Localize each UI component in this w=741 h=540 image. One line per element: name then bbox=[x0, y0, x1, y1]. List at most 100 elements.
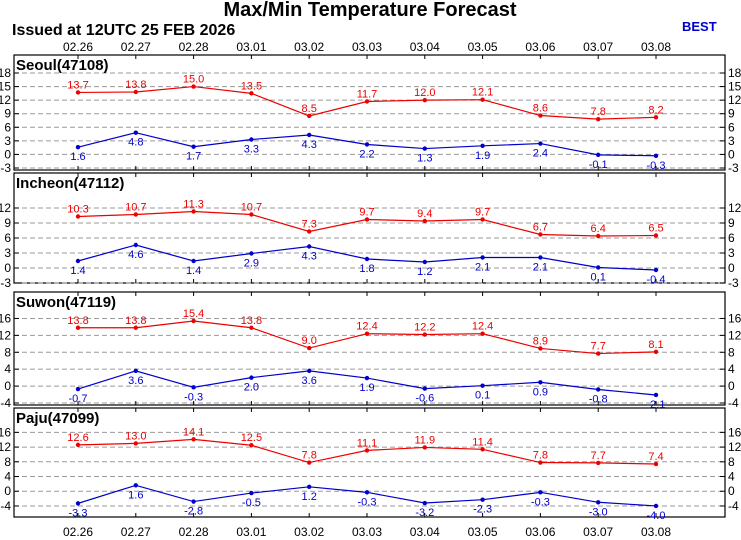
y-tick-label: 4 bbox=[728, 362, 735, 376]
min-temp-point bbox=[75, 501, 81, 506]
max-temp-data-label: 7.8 bbox=[591, 106, 606, 118]
max-temp-data-label: 11.3 bbox=[183, 199, 204, 211]
min-temp-point bbox=[538, 255, 543, 260]
max-temp-data-label: 12.4 bbox=[356, 321, 377, 333]
min-temp-data-label: 2.0 bbox=[244, 382, 259, 394]
panel-frame bbox=[13, 407, 726, 518]
bottom-date-axis: 02.26 02.27 02.28 03.01 03.02 03.03 03.04 03.05… bbox=[63, 525, 671, 539]
max-temp-data-label: 6.5 bbox=[648, 223, 663, 235]
max-temp-point bbox=[249, 91, 254, 96]
min-temp-point bbox=[364, 142, 370, 147]
min-temp-data-label: 4.3 bbox=[302, 139, 317, 151]
max-temp-data-label: 7.7 bbox=[591, 450, 606, 462]
max-temp-data-label: 9.7 bbox=[475, 207, 490, 219]
min-temp-data-label: -3.2 bbox=[415, 507, 434, 519]
y-tick-label: 4 bbox=[4, 470, 11, 484]
min-temp-point bbox=[653, 267, 659, 273]
top-date-label: 02.26 bbox=[63, 40, 93, 54]
y-tick-label: 6 bbox=[4, 231, 11, 245]
y-tick-label: 12 bbox=[0, 93, 11, 107]
y-tick-label: -4 bbox=[728, 499, 739, 513]
max-temp-data-label: 11.1 bbox=[357, 437, 378, 449]
station-title: Paju(47099) bbox=[16, 410, 99, 427]
bottom-date-label: 03.07 bbox=[583, 525, 613, 539]
y-tick-label: 0 bbox=[4, 261, 11, 275]
y-tick-label: -4 bbox=[728, 396, 739, 410]
bottom-date-label: 03.06 bbox=[525, 525, 555, 539]
min-temp-point bbox=[480, 255, 485, 260]
max-temp-data-label: 9.0 bbox=[302, 335, 317, 347]
max-temp-data-label: 10.7 bbox=[125, 202, 146, 214]
y-tick-label: -3 bbox=[728, 161, 739, 175]
min-temp-point bbox=[364, 256, 370, 262]
max-temp-point bbox=[249, 443, 254, 448]
max-temp-point bbox=[133, 325, 138, 330]
min-temp-data-label: 1.2 bbox=[417, 266, 432, 278]
y-tick-label: 12 bbox=[728, 93, 741, 107]
max-temp-point bbox=[133, 212, 138, 217]
min-temp-point bbox=[422, 146, 427, 151]
min-temp-point bbox=[191, 499, 196, 504]
min-temp-point bbox=[249, 251, 254, 256]
bottom-date-label: 03.04 bbox=[410, 525, 440, 539]
y-tick-label: 0 bbox=[4, 379, 11, 393]
max-temp-data-label: 15.0 bbox=[183, 74, 204, 86]
y-tick-label: 8 bbox=[4, 345, 11, 359]
min-temp-data-label: 0.1 bbox=[591, 272, 606, 284]
top-date-axis: 02.26 02.27 02.28 03.01 03.02 03.03 03.04 03.05… bbox=[63, 40, 671, 54]
max-temp-point bbox=[538, 346, 543, 351]
station-title: Seoul(47108) bbox=[16, 57, 109, 74]
y-tick-label: 3 bbox=[4, 134, 11, 148]
panel-frame bbox=[13, 291, 726, 406]
min-temp-point bbox=[364, 375, 370, 381]
min-temp-data-label: 2.2 bbox=[359, 148, 374, 160]
max-temp-data-label: 12.5 bbox=[241, 432, 262, 444]
bottom-date-label: 03.08 bbox=[641, 525, 671, 539]
min-temp-data-label: 4.8 bbox=[128, 137, 143, 149]
min-temp-data-label: -2.3 bbox=[473, 504, 492, 516]
max-temp-point bbox=[596, 351, 601, 356]
top-date-label: 03.01 bbox=[236, 40, 266, 54]
max-temp-data-label: 9.4 bbox=[417, 208, 432, 220]
min-temp-data-label: 3.6 bbox=[302, 375, 317, 387]
y-tick-label: 0 bbox=[728, 379, 735, 393]
y-tick-label: 0 bbox=[4, 484, 11, 498]
y-tick-label: 0 bbox=[728, 484, 735, 498]
top-date-label: 02.28 bbox=[179, 40, 209, 54]
y-tick-label: 6 bbox=[4, 120, 11, 134]
top-date-label: 03.02 bbox=[294, 40, 324, 54]
max-temp-point bbox=[307, 229, 312, 234]
top-date-label: 03.04 bbox=[410, 40, 440, 54]
min-temp-data-label: -0.3 bbox=[531, 496, 550, 508]
max-temp-point bbox=[191, 318, 196, 324]
min-temp-point bbox=[191, 144, 196, 149]
min-temp-point bbox=[538, 490, 543, 495]
min-temp-point bbox=[364, 490, 370, 495]
max-temp-data-label: 11.4 bbox=[472, 436, 493, 448]
max-temp-point bbox=[538, 232, 543, 237]
min-temp-data-label: 2.9 bbox=[244, 258, 259, 270]
max-temp-data-label: 12.1 bbox=[472, 87, 493, 99]
bottom-date-label: 02.28 bbox=[179, 525, 209, 539]
y-tick-label: 9 bbox=[4, 216, 11, 230]
max-temp-point bbox=[422, 332, 427, 337]
y-tick-label: 3 bbox=[4, 246, 11, 260]
bottom-date-label: 02.27 bbox=[121, 525, 151, 539]
y-tick-label: 15 bbox=[0, 80, 11, 94]
max-temp-point bbox=[364, 99, 370, 104]
max-temp-point bbox=[307, 460, 312, 465]
max-temp-point bbox=[75, 325, 81, 330]
max-temp-point bbox=[307, 345, 312, 351]
min-temp-point bbox=[422, 500, 427, 506]
min-temp-point bbox=[133, 368, 138, 374]
max-temp-point bbox=[364, 217, 370, 222]
min-temp-data-label: -0.4 bbox=[647, 274, 666, 286]
y-tick-label: 9 bbox=[728, 107, 735, 121]
bottom-date-label: 03.01 bbox=[236, 525, 266, 539]
min-temp-data-label: -0.3 bbox=[647, 160, 666, 172]
max-temp-point bbox=[538, 460, 543, 465]
max-temp-point bbox=[191, 437, 196, 442]
max-temp-point bbox=[75, 214, 81, 219]
